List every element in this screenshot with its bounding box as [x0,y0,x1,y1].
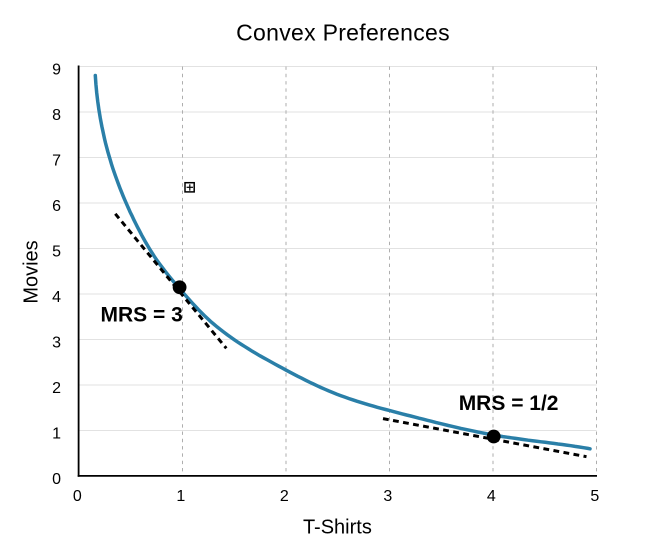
svg-text:2: 2 [280,488,289,505]
svg-text:5: 5 [52,244,61,261]
svg-text:2: 2 [52,380,61,397]
svg-text:3: 3 [383,488,392,505]
svg-text:Movies: Movies [21,240,43,303]
svg-text:4: 4 [487,488,496,505]
svg-text:Convex Preferences: Convex Preferences [236,20,450,46]
svg-text:3: 3 [52,335,61,352]
svg-text:7: 7 [52,153,61,170]
svg-text:8: 8 [52,107,61,124]
svg-text:0: 0 [52,471,61,488]
svg-text:MRS = 1/2: MRS = 1/2 [459,392,559,415]
svg-text:T-Shirts: T-Shirts [303,517,372,539]
svg-text:MRS = 3: MRS = 3 [101,304,183,327]
svg-text:4: 4 [52,289,61,306]
svg-text:5: 5 [590,488,599,505]
svg-text:6: 6 [52,198,61,215]
svg-text:1: 1 [176,488,185,505]
svg-text:1: 1 [52,426,61,443]
svg-text:9: 9 [52,62,61,79]
svg-text:0: 0 [73,488,82,505]
